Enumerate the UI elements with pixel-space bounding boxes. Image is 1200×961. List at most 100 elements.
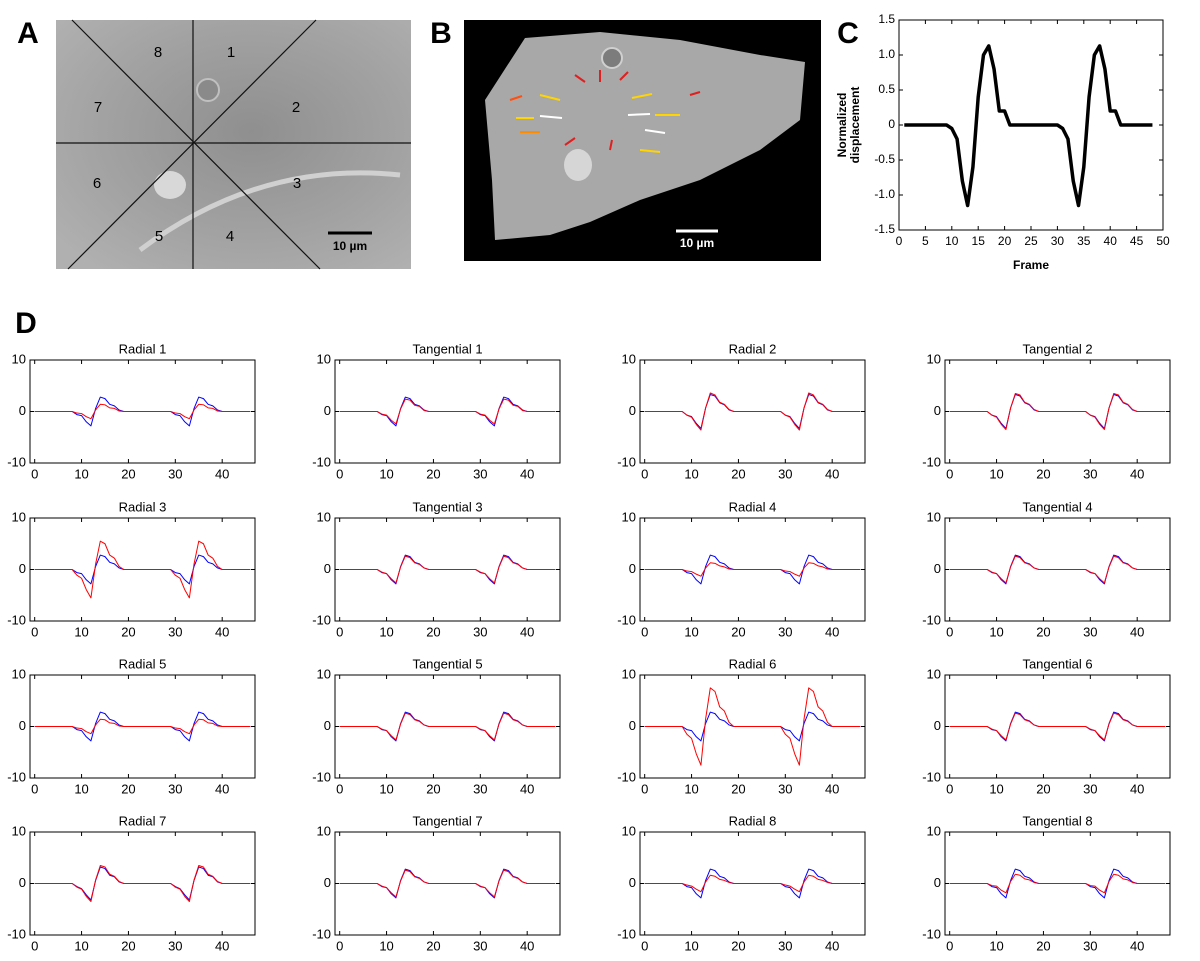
- x-tick-label: 10: [379, 466, 393, 481]
- y-tick-label: -10: [7, 454, 26, 469]
- sector-label: 1: [227, 44, 235, 61]
- chart-title: Radial 2: [729, 341, 777, 356]
- x-tick-label: 20: [426, 938, 440, 953]
- y-tick-label: -10: [312, 769, 331, 784]
- y-tick-label: 0: [324, 561, 331, 576]
- y-tick-label: -0.5: [874, 152, 895, 166]
- x-tick-label: 20: [426, 466, 440, 481]
- x-tick-label: 15: [972, 234, 986, 248]
- x-tick-label: 10: [989, 466, 1003, 481]
- x-tick-label: 40: [1104, 234, 1118, 248]
- x-tick-label: 0: [946, 938, 953, 953]
- x-tick-label: 0: [31, 466, 38, 481]
- x-tick-label: 30: [1083, 781, 1097, 796]
- y-tick-label: 10: [927, 509, 941, 524]
- y-tick-label: 0: [934, 875, 941, 890]
- y-tick-label: 10: [12, 823, 26, 838]
- data-line: [339, 869, 556, 898]
- panel-label: C: [837, 17, 859, 50]
- chart-title: Tangential 7: [412, 813, 482, 828]
- chart-title: Radial 7: [119, 813, 167, 828]
- chart-title: Radial 8: [729, 813, 777, 828]
- y-tick-label: 0: [19, 718, 26, 733]
- panel-label: A: [17, 17, 39, 50]
- x-tick-label: 0: [946, 466, 953, 481]
- x-tick-label: 20: [1036, 624, 1050, 639]
- y-tick-label: 0: [19, 875, 26, 890]
- x-tick-label: 0: [641, 781, 648, 796]
- y-tick-label: 10: [927, 823, 941, 838]
- y-tick-label: 0: [324, 403, 331, 418]
- x-tick-label: 30: [473, 624, 487, 639]
- sector-label: 7: [94, 99, 102, 116]
- x-tick-label: 40: [215, 938, 229, 953]
- y-tick-label: -10: [312, 454, 331, 469]
- x-tick-label: 0: [31, 938, 38, 953]
- x-axis-label: Frame: [1013, 258, 1049, 272]
- x-tick-label: 35: [1077, 234, 1091, 248]
- y-tick-label: 0: [888, 117, 895, 131]
- chart-title: Tangential 3: [412, 499, 482, 514]
- x-tick-label: 20: [731, 466, 745, 481]
- x-tick-label: 30: [1083, 466, 1097, 481]
- y-tick-label: 0.5: [878, 82, 895, 96]
- y-tick-label: 10: [317, 351, 331, 366]
- chart-title: Tangential 4: [1022, 499, 1092, 514]
- x-tick-label: 30: [168, 938, 182, 953]
- x-tick-label: 30: [1083, 938, 1097, 953]
- chart-title: Tangential 1: [412, 341, 482, 356]
- x-tick-label: 0: [946, 781, 953, 796]
- x-tick-label: 20: [731, 938, 745, 953]
- x-tick-label: 10: [74, 781, 88, 796]
- y-tick-label: 0: [934, 718, 941, 733]
- x-tick-label: 40: [520, 466, 534, 481]
- x-tick-label: 30: [778, 466, 792, 481]
- x-tick-label: 20: [121, 781, 135, 796]
- y-tick-label: -10: [617, 454, 636, 469]
- y-tick-label: 0: [629, 403, 636, 418]
- sector-label: 5: [155, 228, 163, 245]
- y-tick-label: -10: [922, 454, 941, 469]
- y-tick-label: -10: [922, 926, 941, 941]
- x-tick-label: 40: [825, 466, 839, 481]
- y-tick-label: -10: [312, 926, 331, 941]
- y-tick-label: 10: [317, 666, 331, 681]
- x-tick-label: 0: [946, 624, 953, 639]
- chart-title: Radial 5: [119, 656, 167, 671]
- x-tick-label: 30: [1051, 234, 1065, 248]
- x-tick-label: 10: [989, 938, 1003, 953]
- x-tick-label: 25: [1024, 234, 1038, 248]
- panel-label: B: [430, 17, 452, 50]
- y-tick-label: 0: [629, 561, 636, 576]
- charts: -1.5-1.0-0.500.51.01.50 5 10 15 20 25 30 35 40 45…: [7, 12, 1171, 953]
- y-tick-label: -10: [7, 769, 26, 784]
- x-tick-label: 20: [1036, 466, 1050, 481]
- y-tick-label: 1.5: [878, 12, 895, 26]
- x-tick-label: 20: [121, 938, 135, 953]
- y-tick-label: 10: [622, 351, 636, 366]
- x-tick-label: 10: [684, 781, 698, 796]
- x-tick-label: 40: [520, 938, 534, 953]
- y-tick-label: 1.0: [878, 47, 895, 61]
- x-tick-label: 10: [684, 938, 698, 953]
- data-line: [339, 555, 556, 584]
- x-tick-label: 20: [731, 624, 745, 639]
- y-tick-label: -10: [7, 926, 26, 941]
- x-tick-label: 10: [684, 624, 698, 639]
- y-tick-label: -10: [7, 612, 26, 627]
- x-tick-label: 40: [1130, 938, 1144, 953]
- x-tick-label: 0: [336, 938, 343, 953]
- data-line: [949, 555, 1166, 584]
- chart-title: Radial 1: [119, 341, 167, 356]
- y-tick-label: 0: [19, 561, 26, 576]
- x-tick-label: 30: [473, 938, 487, 953]
- data-line: [644, 687, 861, 766]
- x-tick-label: 0: [336, 624, 343, 639]
- y-tick-label: 10: [927, 351, 941, 366]
- y-axis-label: displacement: [848, 87, 862, 164]
- x-tick-label: 20: [426, 781, 440, 796]
- panel-label: D: [15, 307, 37, 340]
- x-tick-label: 0: [336, 781, 343, 796]
- y-tick-label: 10: [622, 666, 636, 681]
